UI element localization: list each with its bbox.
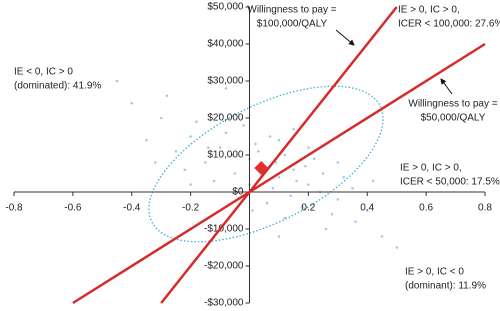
point bbox=[218, 146, 222, 149]
point bbox=[336, 198, 340, 201]
point bbox=[307, 146, 310, 149]
point bbox=[289, 194, 293, 197]
point bbox=[342, 175, 346, 179]
point bbox=[218, 113, 222, 116]
y-tick-label: -$10,000 bbox=[204, 224, 244, 235]
point bbox=[351, 187, 354, 190]
point bbox=[295, 179, 298, 183]
wtp-line bbox=[72, 42, 486, 305]
point bbox=[189, 135, 192, 138]
confidence-ellipse bbox=[148, 85, 384, 243]
point bbox=[301, 205, 304, 209]
y-tick-label: $10,000 bbox=[207, 150, 244, 161]
quadrant-label: ICER < 50,000: 17.5% bbox=[400, 177, 500, 188]
point bbox=[265, 201, 269, 205]
mean-point bbox=[254, 160, 269, 175]
quadrant-label: IE > 0, IC < 0 bbox=[405, 267, 464, 278]
y-tick-label: $50,000 bbox=[207, 2, 244, 13]
point bbox=[277, 138, 281, 142]
point bbox=[274, 161, 278, 164]
point bbox=[336, 161, 340, 164]
point bbox=[307, 183, 310, 186]
point bbox=[292, 168, 295, 172]
line-label: Willingness to pay = bbox=[247, 5, 336, 16]
quadrant-label: IE < 0, IC > 0 bbox=[14, 67, 73, 78]
quadrant-label: (dominated): 41.9% bbox=[14, 81, 101, 92]
annotation-arrow bbox=[335, 29, 355, 46]
point bbox=[233, 172, 237, 175]
point bbox=[395, 246, 398, 249]
point bbox=[230, 153, 234, 157]
point bbox=[145, 138, 148, 142]
point bbox=[159, 116, 163, 120]
y-tick-label: $20,000 bbox=[207, 113, 244, 124]
point bbox=[174, 150, 178, 153]
point bbox=[154, 161, 157, 164]
point bbox=[183, 168, 187, 172]
point bbox=[212, 179, 216, 183]
point bbox=[292, 127, 295, 131]
point bbox=[206, 146, 210, 149]
point bbox=[321, 172, 325, 175]
point bbox=[283, 153, 287, 157]
quadrant-label: IE > 0, IC > 0, bbox=[400, 163, 462, 174]
x-tick-label: 0.8 bbox=[478, 203, 492, 214]
scatter-points bbox=[115, 79, 398, 249]
point bbox=[371, 179, 375, 183]
point bbox=[165, 94, 169, 98]
x-tick-label: -0.2 bbox=[182, 203, 200, 214]
y-tick-label: $40,000 bbox=[207, 39, 244, 50]
point bbox=[195, 120, 198, 123]
line-label: Willingness to pay = bbox=[408, 99, 497, 110]
point bbox=[189, 183, 192, 186]
point bbox=[239, 187, 242, 190]
point bbox=[330, 212, 334, 216]
x-tick-label: 0.6 bbox=[419, 203, 433, 214]
quadrant-label: (dominant): 11.9% bbox=[405, 281, 486, 292]
point bbox=[380, 235, 384, 238]
point bbox=[268, 135, 272, 138]
point bbox=[365, 209, 369, 212]
point bbox=[277, 235, 281, 238]
y-tick-label: $30,000 bbox=[207, 76, 244, 87]
x-tick-label: -0.4 bbox=[123, 203, 141, 214]
wtp-line bbox=[160, 6, 398, 304]
point bbox=[257, 150, 260, 153]
line-label: $50,000/QALY bbox=[421, 113, 486, 124]
x-tick-label: 0.2 bbox=[301, 203, 315, 214]
point bbox=[304, 164, 307, 168]
x-tick-label: -0.8 bbox=[5, 203, 23, 214]
annotation-arrow bbox=[440, 78, 453, 95]
y-tick-label: $0 bbox=[232, 187, 244, 198]
x-tick-label: 0.4 bbox=[360, 203, 374, 214]
point bbox=[271, 187, 275, 190]
point bbox=[130, 101, 134, 105]
point bbox=[224, 87, 228, 90]
point bbox=[115, 79, 119, 83]
y-tick-label: -$20,000 bbox=[204, 261, 244, 272]
point bbox=[224, 131, 228, 135]
point bbox=[277, 175, 281, 179]
point bbox=[251, 209, 254, 212]
point bbox=[312, 157, 316, 160]
point bbox=[324, 227, 328, 231]
quadrant-label: ICER < 100,000: 27.6% bbox=[398, 19, 500, 30]
line-label: $100,000/QALY bbox=[257, 19, 328, 30]
point bbox=[254, 142, 257, 146]
x-tick-label: -0.6 bbox=[64, 203, 82, 214]
axes bbox=[13, 6, 486, 304]
point bbox=[242, 124, 245, 127]
y-tick-label: -$30,000 bbox=[204, 298, 244, 309]
quadrant-label: IE > 0, IC > 0, bbox=[398, 5, 460, 16]
point bbox=[354, 220, 357, 223]
point bbox=[204, 161, 207, 164]
